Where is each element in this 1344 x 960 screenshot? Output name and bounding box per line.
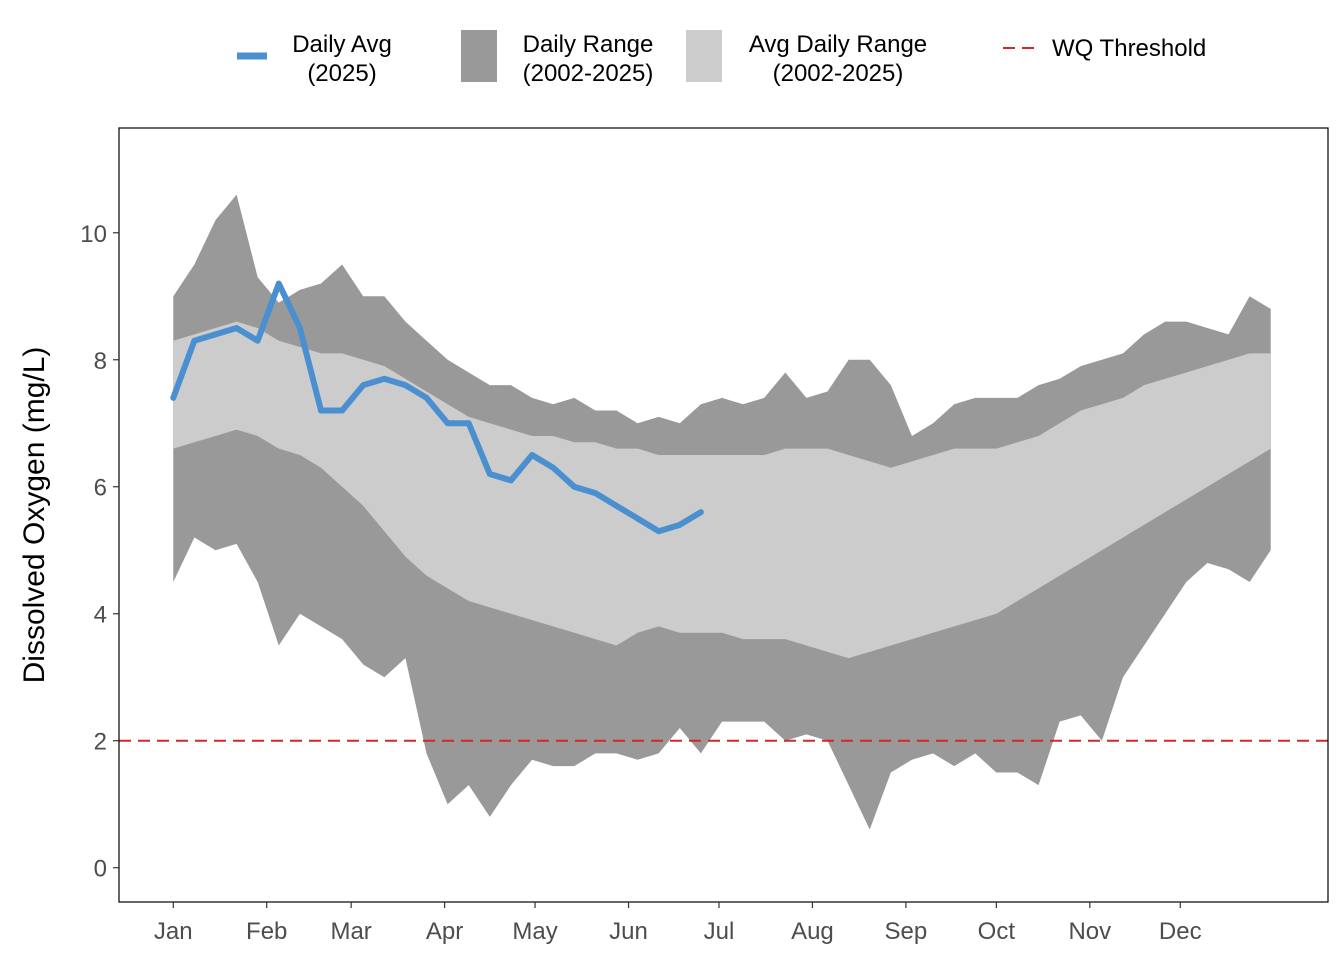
- x-tick-label: Mar: [330, 918, 371, 945]
- y-tick-label: 10: [80, 221, 107, 248]
- daily-avg-line: [170, 280, 704, 535]
- x-tick-label: Nov: [1068, 918, 1111, 945]
- y-tick-label: 8: [94, 348, 107, 375]
- y-tick-label: 6: [94, 475, 107, 502]
- y-tick-label: 0: [94, 856, 107, 883]
- legend-label: WQ Threshold: [1052, 35, 1207, 62]
- x-tick-label: May: [512, 918, 557, 945]
- legend-symbol: [461, 30, 497, 82]
- x-tick-label: Apr: [426, 918, 463, 945]
- legend-label: Avg Daily Range (2002-2025): [748, 31, 928, 87]
- x-tick-label: Jun: [609, 918, 648, 945]
- x-tick-label: Aug: [791, 918, 834, 945]
- x-tick-label: Dec: [1159, 918, 1202, 945]
- y-axis-label: Dissolved Oxygen (mg/L): [18, 347, 51, 684]
- x-tick-label: Jul: [704, 918, 735, 945]
- y-tick-label: 4: [94, 602, 107, 629]
- range-band: [173, 321, 1271, 659]
- legend-label: Daily Avg (2025): [292, 31, 392, 87]
- plot-frame: [118, 127, 1329, 903]
- x-tick-label: Jan: [154, 918, 193, 945]
- y-tick-label: 2: [94, 729, 107, 756]
- x-tick-label: Sep: [885, 918, 928, 945]
- legend-symbol: [686, 30, 722, 82]
- legend-label: Daily Range (2002-2025): [522, 31, 654, 87]
- x-tick-label: Feb: [246, 918, 287, 945]
- x-tick-label: Oct: [978, 918, 1016, 945]
